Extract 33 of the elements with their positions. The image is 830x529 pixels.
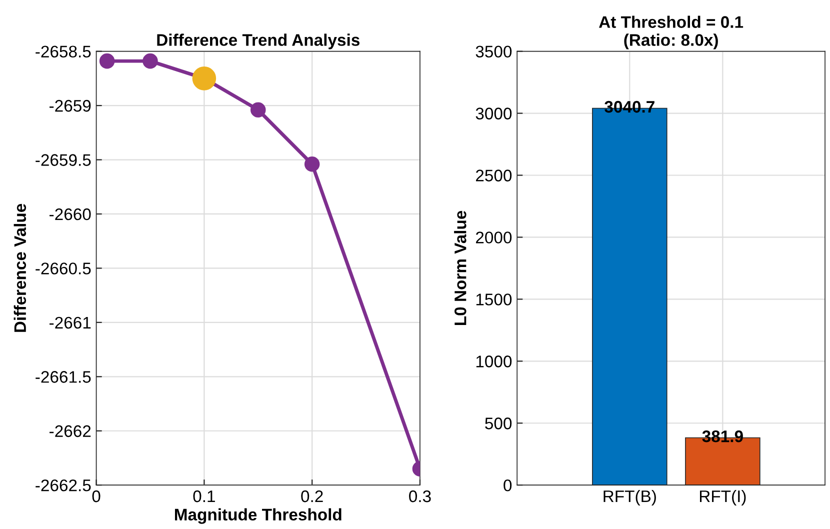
x-tick-label: 0 (92, 490, 100, 502)
y-tick-label: 0 (504, 479, 512, 492)
x-tick-label: 0.1 (193, 490, 215, 502)
y-tick-label: -2660.5 (36, 262, 91, 274)
y-tick-label: -2662 (50, 425, 91, 438)
y-tick-label: -2660 (50, 208, 91, 220)
x-tick-label: 0.2 (301, 490, 323, 502)
chart-title: Difference Trend Analysis (157, 34, 360, 50)
y-tick-label: 500 (485, 418, 512, 430)
y-tick-label: -2659.5 (36, 154, 91, 166)
point (304, 156, 320, 172)
y-tick-label: -2661.5 (36, 371, 91, 383)
y-axis-title: Difference Value (14, 204, 26, 332)
y-tick-label: -2658.5 (36, 46, 91, 58)
point (250, 102, 266, 118)
x-tick-label: 0.3 (409, 490, 431, 502)
y-tick-label: 1000 (476, 356, 512, 368)
x-tick-label: RFT(I) (700, 490, 746, 506)
y-tick-label: 2000 (476, 232, 512, 244)
y-axis-title: L0 Norm Value (454, 210, 466, 325)
x-tick-label: RFT(B) (604, 490, 656, 506)
x-axis-title: Magnitude Threshold (174, 508, 342, 524)
y-tick-label: 1500 (476, 294, 512, 306)
point (142, 53, 158, 69)
y-tick-label: -2659 (50, 100, 91, 112)
point (192, 66, 216, 90)
y-tick-label: -2662.5 (36, 479, 91, 492)
chart-title: At Threshold = 0.1 (Ratio: 8.0x) (599, 16, 744, 50)
point (99, 53, 115, 69)
y-tick-label: 2500 (476, 170, 512, 182)
y-tick-label: 3000 (476, 108, 512, 120)
y-tick-label: -2661 (50, 316, 91, 329)
y-tick-label: 3500 (476, 46, 512, 58)
